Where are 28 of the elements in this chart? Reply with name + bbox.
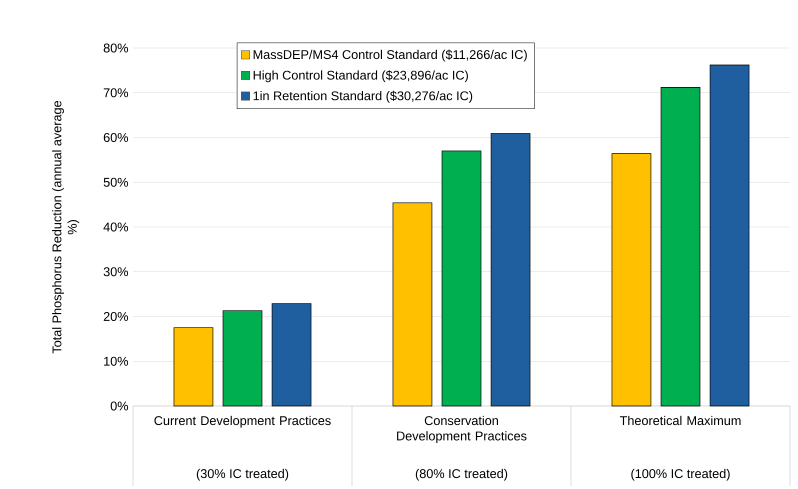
x-tick-label: Conservation Development Practices xyxy=(397,416,526,443)
bar xyxy=(272,303,312,406)
text: (80% IC treated) xyxy=(416,468,508,481)
y-tick-label: 20% xyxy=(104,312,128,321)
bar xyxy=(174,327,214,406)
y-tick-label: 0% xyxy=(110,402,128,410)
y-tick-label: 30% xyxy=(104,267,128,276)
bar xyxy=(490,133,530,406)
y-tick-label: 80% xyxy=(104,44,128,52)
legend-label: 1in Retention Standard ($30,276/ac IC) xyxy=(254,90,472,103)
x-tick-label: Theoretical Maximum xyxy=(620,416,741,426)
text: (30% IC treated) xyxy=(196,468,288,481)
y-tick-label: 40% xyxy=(103,222,128,232)
y-tick-label: 10% xyxy=(104,356,128,366)
bar xyxy=(660,87,700,406)
y-tick-label: 60% xyxy=(104,133,128,142)
bar xyxy=(710,64,750,406)
x-tick-label: Current Development Practices xyxy=(154,416,331,428)
text: (100% IC treated) xyxy=(631,468,730,481)
bar xyxy=(612,153,652,406)
y-axis-title: Total Phosphorus Reduction (annual average %) xyxy=(52,100,80,354)
y-tick-label: 50% xyxy=(104,178,128,187)
bar xyxy=(222,310,262,406)
y-tick-label: 70% xyxy=(104,88,128,98)
bar xyxy=(392,202,432,406)
legend-label: MassDEP/MS4 Control Standard ($11,266/ac IC) xyxy=(254,50,527,62)
bar xyxy=(442,150,482,406)
legend-label: High Control Standard ($23,896/ac IC) xyxy=(254,70,468,82)
